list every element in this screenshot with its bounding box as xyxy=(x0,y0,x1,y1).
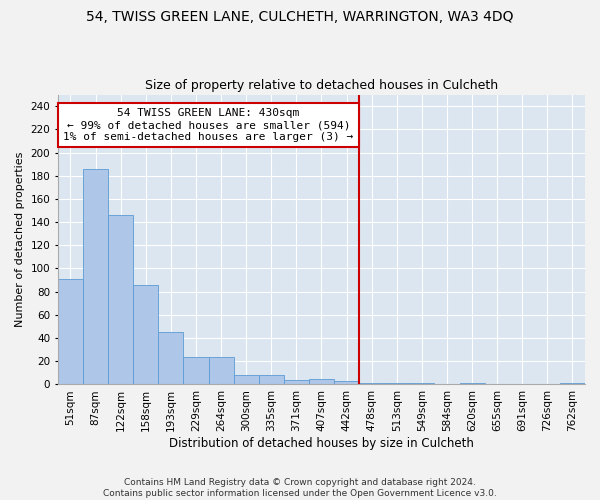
Bar xyxy=(259,375,284,384)
Bar xyxy=(108,215,133,384)
Bar xyxy=(233,375,259,384)
Text: 54 TWISS GREEN LANE: 430sqm
← 99% of detached houses are smaller (594)
1% of sem: 54 TWISS GREEN LANE: 430sqm ← 99% of det… xyxy=(64,108,353,142)
Bar xyxy=(58,279,83,384)
Title: Size of property relative to detached houses in Culcheth: Size of property relative to detached ho… xyxy=(145,79,498,92)
Text: 54, TWISS GREEN LANE, CULCHETH, WARRINGTON, WA3 4DQ: 54, TWISS GREEN LANE, CULCHETH, WARRINGT… xyxy=(86,10,514,24)
Bar xyxy=(309,378,334,384)
Bar xyxy=(83,169,108,384)
Bar xyxy=(158,332,184,384)
Text: Contains HM Land Registry data © Crown copyright and database right 2024.
Contai: Contains HM Land Registry data © Crown c… xyxy=(103,478,497,498)
Bar xyxy=(184,356,209,384)
Bar xyxy=(209,356,233,384)
Bar xyxy=(284,380,309,384)
X-axis label: Distribution of detached houses by size in Culcheth: Distribution of detached houses by size … xyxy=(169,437,474,450)
Bar xyxy=(334,381,359,384)
Y-axis label: Number of detached properties: Number of detached properties xyxy=(15,152,25,327)
Bar xyxy=(133,284,158,384)
